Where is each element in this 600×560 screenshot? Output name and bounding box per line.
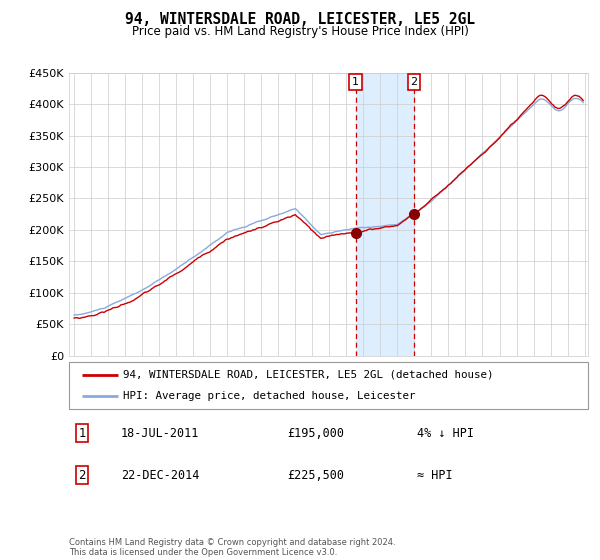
Text: 1: 1 xyxy=(78,427,86,440)
Text: ≈ HPI: ≈ HPI xyxy=(417,469,452,482)
FancyBboxPatch shape xyxy=(69,362,588,409)
Text: Price paid vs. HM Land Registry's House Price Index (HPI): Price paid vs. HM Land Registry's House … xyxy=(131,25,469,38)
Text: 2: 2 xyxy=(410,77,418,87)
Bar xyxy=(356,73,414,356)
Text: 4% ↓ HPI: 4% ↓ HPI xyxy=(417,427,474,440)
Text: 2: 2 xyxy=(78,469,86,482)
Text: Contains HM Land Registry data © Crown copyright and database right 2024.
This d: Contains HM Land Registry data © Crown c… xyxy=(69,538,395,557)
Text: 94, WINTERSDALE ROAD, LEICESTER, LE5 2GL: 94, WINTERSDALE ROAD, LEICESTER, LE5 2GL xyxy=(125,12,475,27)
Text: 22-DEC-2014: 22-DEC-2014 xyxy=(121,469,199,482)
Text: £225,500: £225,500 xyxy=(287,469,344,482)
Text: 18-JUL-2011: 18-JUL-2011 xyxy=(121,427,199,440)
Text: £195,000: £195,000 xyxy=(287,427,344,440)
Text: 94, WINTERSDALE ROAD, LEICESTER, LE5 2GL (detached house): 94, WINTERSDALE ROAD, LEICESTER, LE5 2GL… xyxy=(124,370,494,380)
Text: 1: 1 xyxy=(352,77,359,87)
Text: HPI: Average price, detached house, Leicester: HPI: Average price, detached house, Leic… xyxy=(124,391,416,402)
